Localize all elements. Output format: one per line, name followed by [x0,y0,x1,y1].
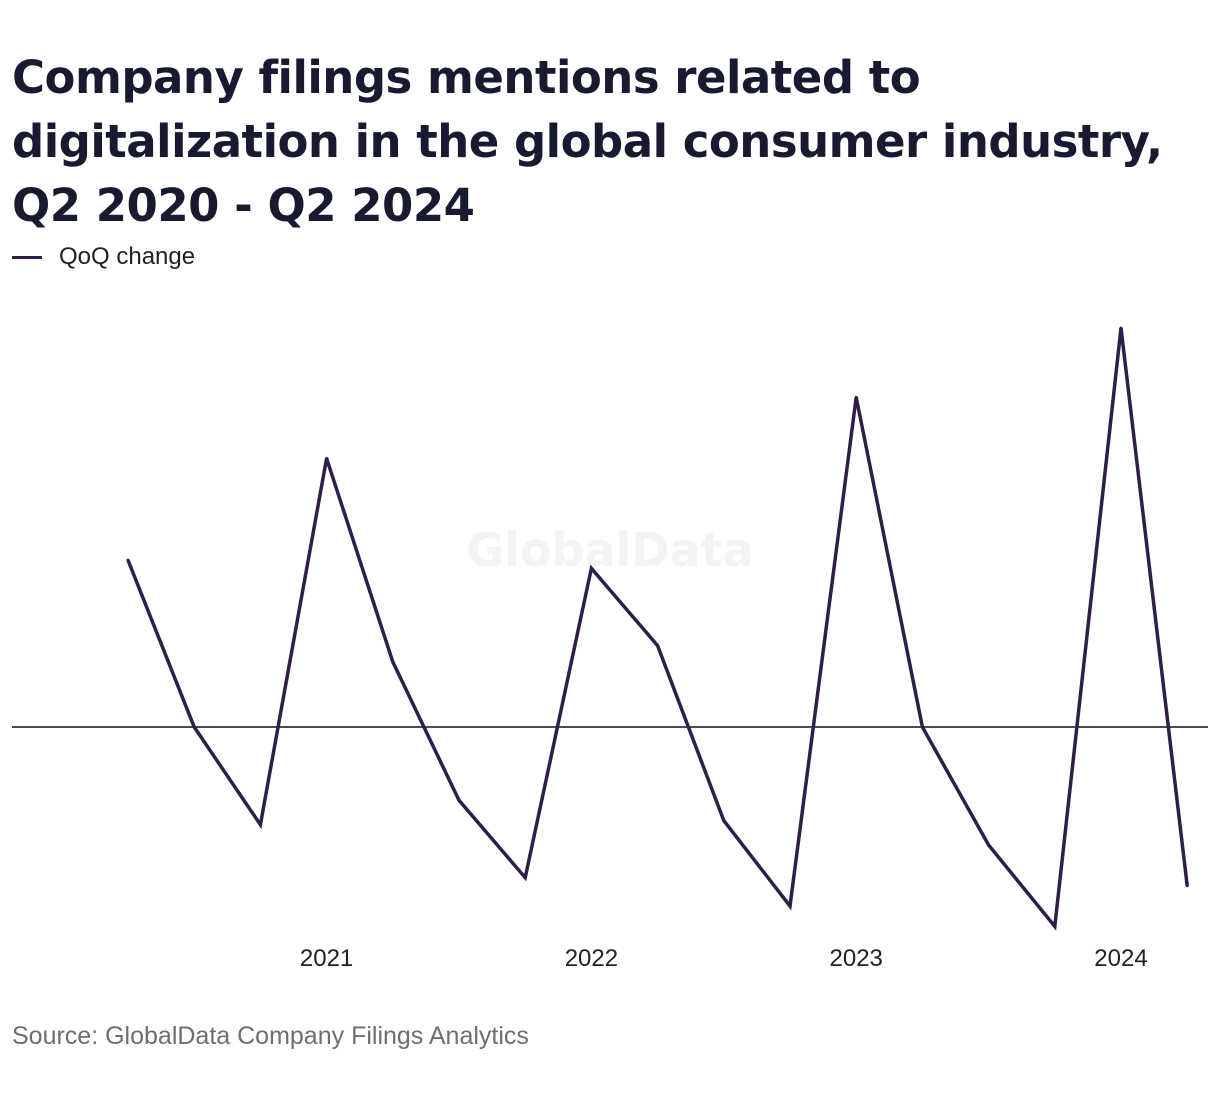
legend-label: QoQ change [59,243,196,270]
x-tick-labels: 2021 2022 2023 2024 [300,945,1148,972]
x-tick-label: 2021 [300,945,353,972]
data-point [788,904,792,908]
data-point [1119,326,1123,330]
data-point [325,456,329,460]
x-tick-label: 2022 [565,945,618,972]
watermark: GlobalData [466,523,753,577]
data-point [457,798,461,802]
data-point [656,644,660,648]
data-point [722,819,726,823]
data-point [391,660,395,664]
series-line-0 [126,327,1189,931]
data-point [589,566,593,570]
chart-title: Company filings mentions related to digi… [12,51,1163,232]
data-point [987,843,991,847]
legend: QoQ change [12,243,195,271]
data-point [523,876,527,880]
data-point [1185,884,1189,888]
series-layer [126,326,1189,931]
data-point [126,558,130,562]
data-point [192,725,196,729]
data-point [920,725,924,729]
data-point [258,823,262,827]
x-tick-label: 2023 [830,945,883,972]
source-note: Source: GlobalData Company Filings Analy… [12,1022,529,1050]
line-chart: GlobalData 2021 2022 2023 2024 [12,326,1208,972]
data-point [1053,924,1057,928]
data-point [854,395,858,399]
x-tick-label: 2024 [1094,945,1147,972]
legend-swatch [12,255,42,259]
